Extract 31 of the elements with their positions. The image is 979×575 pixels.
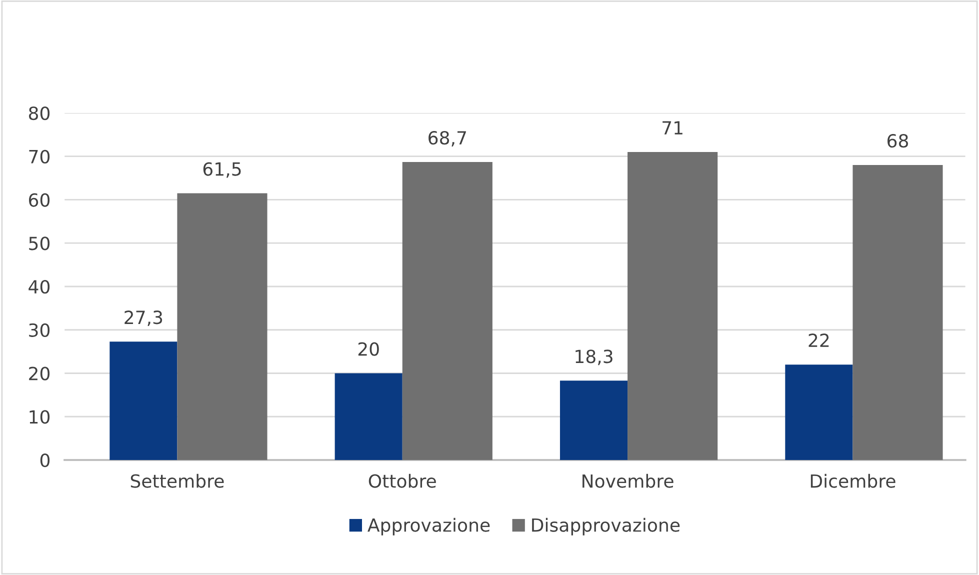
y-tick-label: 10: [30, 410, 50, 424]
bar: [110, 342, 178, 460]
data-label: 71: [662, 121, 682, 134]
data-label: 22: [808, 334, 829, 347]
y-tick-label: 0: [40, 453, 50, 468]
y-tick-label: 50: [29, 236, 50, 250]
data-label: 61,5: [203, 162, 241, 178]
bar: [560, 380, 628, 460]
y-tick-label: 20: [29, 366, 50, 380]
data-label: 27,3: [124, 310, 162, 326]
data-label: 18,3: [576, 350, 612, 366]
x-tick-label: Settembre: [130, 474, 224, 488]
data-label: 68,7: [428, 130, 466, 146]
x-tick-label: Ottobre: [368, 474, 436, 488]
y-tick-label: 80: [28, 106, 50, 120]
y-tick-label: 70: [29, 150, 50, 164]
x-tick-label: Dicembre: [810, 474, 896, 488]
bar: [402, 162, 492, 460]
legend-label: Disapprovazione: [532, 518, 680, 536]
bar: [785, 364, 853, 460]
bar: [334, 373, 402, 460]
y-tick-label: 60: [29, 193, 50, 207]
legend-label: Approvazione: [368, 518, 490, 536]
bar: [628, 152, 718, 460]
y-tick-label: 30: [29, 323, 50, 337]
data-label: 68: [888, 134, 908, 148]
data-label: 20: [358, 342, 379, 356]
y-tick-label: 40: [28, 280, 50, 294]
bar: [177, 193, 268, 460]
x-tick-label: Novembre: [582, 474, 674, 488]
bar: [852, 165, 943, 460]
